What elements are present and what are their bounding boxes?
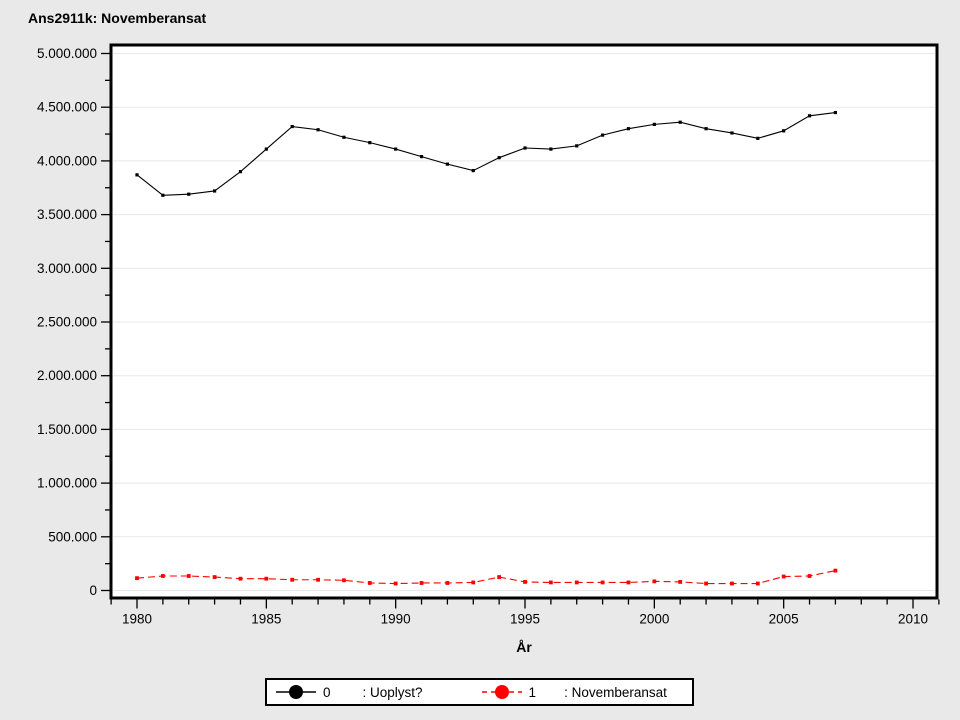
series-1-marker <box>704 581 708 586</box>
y-tick-label: 500.000 <box>48 529 97 544</box>
series-0-marker <box>833 110 838 115</box>
series-1-marker <box>264 576 269 581</box>
legend: 0 : Uoplyst? 1 : Novemberansat <box>265 678 694 706</box>
x-tick-label: 2010 <box>898 612 928 627</box>
series-1-marker <box>238 576 243 581</box>
series-1-marker <box>626 580 631 585</box>
series-0-marker <box>756 136 760 140</box>
series-1-marker <box>393 581 398 586</box>
series-1-marker <box>781 574 786 579</box>
x-tick-label: 1990 <box>381 612 411 627</box>
series-0-marker <box>704 127 708 131</box>
series-0-marker <box>135 173 139 177</box>
series-0-marker <box>730 131 734 135</box>
y-tick-label: 1.000.000 <box>37 476 97 491</box>
chart-title: Ans2911k: Novemberansat <box>28 10 207 26</box>
series-1-line <box>136 570 836 585</box>
series-1-marker <box>445 581 450 585</box>
x-tick-labels: 1980 1985 1990 1995 2000 2005 2010 <box>122 612 928 627</box>
series-1-marker <box>497 575 502 579</box>
series-0-marker <box>264 147 268 151</box>
series-0-marker <box>601 133 605 137</box>
series-1-marker <box>678 580 683 584</box>
x-ticks <box>110 599 940 609</box>
series-1-marker-icon <box>481 685 522 699</box>
series-0-marker <box>342 135 346 139</box>
y-tick-label: 4.000.000 <box>37 153 97 168</box>
legend-series-0-label: : Uoplyst? <box>362 684 423 700</box>
series-1-marker <box>290 577 295 582</box>
x-tick-label: 2005 <box>769 612 799 627</box>
legend-series-0-value: 0 <box>323 684 331 700</box>
y-tick-label: 4.500.000 <box>37 100 97 115</box>
series-0-marker <box>471 168 475 173</box>
y-tick-label: 2.000.000 <box>37 368 97 383</box>
series-1-marker <box>574 580 579 585</box>
series-0-marker <box>445 162 450 166</box>
y-tick-label: 1.500.000 <box>37 422 97 437</box>
y-tick-label: 2.500.000 <box>37 315 97 330</box>
series-1-marker <box>212 575 217 579</box>
y-tick-labels: 0 500.000 1.000.000 1.500.000 2.000.000 2.500… <box>37 46 97 598</box>
series-0-markers <box>135 110 838 197</box>
series-0-marker <box>187 192 191 196</box>
series-0-polyline <box>136 112 836 196</box>
series-0-marker <box>238 170 243 174</box>
series-0-marker <box>575 144 579 148</box>
series-0-marker <box>368 141 372 145</box>
series-1-marker <box>135 576 139 581</box>
y-tick-label: 5.000.000 <box>37 46 97 61</box>
series-1-marker <box>316 577 320 582</box>
y-tick-label: 0 <box>89 583 97 598</box>
x-tick-label: 2000 <box>639 612 669 627</box>
legend-series-1-label: : Novemberansat <box>564 684 667 700</box>
series-0-marker <box>549 147 553 151</box>
series-0-marker <box>807 114 812 118</box>
series-1-marker <box>419 581 424 585</box>
series-1-marker <box>755 581 760 586</box>
series-0-marker <box>213 189 217 193</box>
series-1-marker <box>342 578 346 583</box>
y-tick-label: 3.500.000 <box>37 207 97 222</box>
x-tick-label: 1995 <box>510 612 540 627</box>
x-tick-label: 1980 <box>122 612 152 627</box>
series-1-marker <box>471 580 476 585</box>
y-ticks <box>101 52 111 592</box>
x-tick-label: 1985 <box>251 612 281 627</box>
series-0-marker <box>523 146 527 150</box>
series-0-marker <box>161 193 165 197</box>
series-0-marker <box>316 128 320 132</box>
legend-series-1-value: 1 <box>528 684 537 700</box>
series-0-marker <box>290 124 294 129</box>
series-0-marker-icon <box>276 685 316 699</box>
series-0-line <box>136 112 836 196</box>
series-0-marker <box>394 147 398 151</box>
y-tick-label: 3.000.000 <box>37 261 97 276</box>
series-0-marker <box>497 156 501 160</box>
series-0-marker <box>652 122 656 126</box>
series-1-marker <box>367 581 372 585</box>
series-1-marker <box>548 580 553 585</box>
x-axis-label: År <box>516 639 532 655</box>
plot-area: 0 500.000 1.000.000 1.500.000 2.000.000 2.500… <box>37 43 940 627</box>
series-1-marker <box>600 580 605 585</box>
series-1-marker <box>652 579 657 584</box>
series-1-marker <box>833 568 838 573</box>
series-1-marker <box>730 581 734 586</box>
series-1-marker <box>523 580 527 584</box>
series-1-marker <box>807 574 812 578</box>
series-0-marker <box>782 129 786 133</box>
series-1-marker <box>160 574 165 578</box>
series-0-marker <box>419 155 424 159</box>
series-1-markers <box>135 568 838 586</box>
series-1-marker <box>186 574 191 578</box>
series-1-polyline <box>136 570 836 585</box>
series-0-marker <box>678 120 682 124</box>
series-0-marker <box>626 127 631 131</box>
y-gridlines <box>113 53 935 591</box>
